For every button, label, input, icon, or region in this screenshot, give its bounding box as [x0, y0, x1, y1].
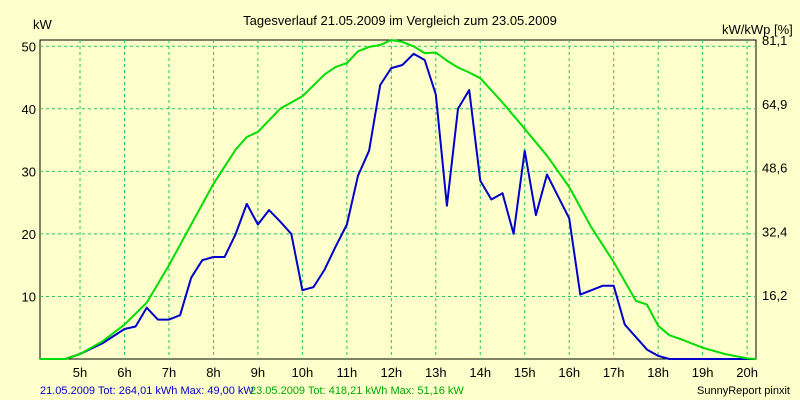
- footer-series2-stats: 23.05.2009 Tot: 418,21 kWh Max: 51,16 kW: [250, 385, 464, 397]
- x-tick-label: 16h: [558, 365, 580, 380]
- x-tick-label: 13h: [425, 365, 447, 380]
- x-tick-label: 19h: [692, 365, 714, 380]
- y-left-tick-label: 50: [22, 39, 36, 54]
- x-tick-label: 5h: [73, 365, 87, 380]
- y-right-tick-label: 81,1: [762, 33, 787, 48]
- x-tick-label: 6h: [117, 365, 131, 380]
- x-tick-label: 11h: [336, 365, 357, 380]
- y-axis-left-label: kW: [33, 17, 53, 32]
- y-axis-right-label: kW/kWp [%]: [722, 22, 793, 37]
- series-line-1: [40, 52, 756, 360]
- x-tick-label: 7h: [162, 365, 176, 380]
- y-right-tick-label: 64,9: [762, 97, 787, 112]
- x-tick-label: 9h: [251, 365, 265, 380]
- x-tick-label: 15h: [514, 365, 536, 380]
- x-tick-label: 17h: [603, 365, 625, 380]
- x-tick-label: 10h: [292, 365, 314, 380]
- tick-layer: 5h 6h 7h 8h 9h 10h 11h 12h 13h 14h 15h 16h 17h 18h 19h…: [22, 33, 788, 380]
- y-right-tick-label: 16,2: [762, 288, 787, 303]
- y-right-tick-label: 48,6: [762, 161, 787, 176]
- y-left-tick-label: 10: [22, 289, 36, 304]
- x-tick-label: 8h: [206, 365, 220, 380]
- y-left-tick-label: 30: [22, 164, 36, 179]
- y-right-tick-label: 32,4: [762, 224, 787, 239]
- plot-area: [39, 39, 757, 360]
- x-tick-label: 18h: [647, 365, 669, 380]
- series-line-2: [40, 39, 757, 360]
- x-tick-label: 20h: [736, 365, 758, 380]
- series-layer: [40, 39, 757, 360]
- footer-credit: SunnyReport pinxit: [697, 385, 790, 397]
- x-tick-label: 12h: [380, 365, 402, 380]
- x-tick-label: 14h: [469, 365, 491, 380]
- chart-title: Tagesverlauf 21.05.2009 im Vergleich zum…: [243, 13, 557, 28]
- y-left-tick-label: 40: [22, 102, 36, 117]
- grid-layer: [40, 40, 756, 359]
- y-left-tick-label: 20: [22, 227, 36, 242]
- footer-series1-stats: 21.05.2009 Tot: 264,01 kWh Max: 49,00 kW: [40, 385, 254, 397]
